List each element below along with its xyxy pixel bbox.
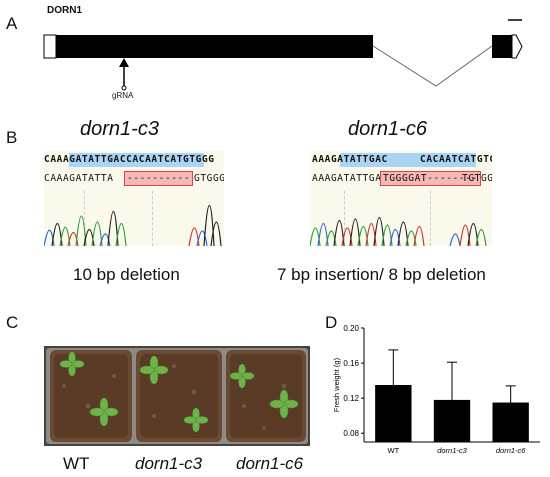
y-tick-label-1: 0.12 [343, 394, 359, 403]
panel-c-letter: C [6, 313, 19, 332]
x-tick-label-0: WT [387, 446, 399, 455]
y-tick-label-3: 0.20 [343, 324, 359, 333]
c3-mut-seq-left: CAAAGATATTA [44, 173, 114, 184]
label-wt: WT [63, 454, 90, 473]
pot-c3 [136, 350, 222, 442]
grna-label: gRNA [112, 91, 134, 100]
y-axis-label: Fresh weight (g) [332, 357, 341, 412]
pot-c6 [226, 350, 306, 442]
gene-model-diagram [43, 19, 523, 91]
c6-title: dorn1-c6 [348, 118, 427, 140]
c6-chromatogram-panel: AAAGATATTGAC CACAATCATGTGGC AAAGATATTGAC… [310, 151, 492, 246]
c6-ref-seq-left: AAAGATATTGAC [312, 154, 388, 165]
c6-mut-seq-left: AAAGATATTGAC [312, 173, 388, 184]
rosette-c3-2 [183, 407, 209, 433]
panel-b-letter: B [6, 128, 18, 147]
exon-2 [492, 35, 512, 58]
x-tick-label-2: dorn1-c6 [496, 446, 526, 455]
y-tick-label-0: 0.08 [343, 429, 359, 438]
intron-line [372, 45, 493, 87]
x-tick-label-1: dorn1-c3 [437, 446, 467, 455]
c3-chromatogram-panel: CAAAGATATTGACCACAATCATGTGGG CAAAGATATTA … [44, 151, 224, 246]
fresh-weight-chart: 0.08 0.12 0.16 0.20 Fresh weight (g) WT dorn1-… [332, 324, 540, 455]
c3-ref-highlight [69, 153, 204, 167]
c6-mut-seq-right: TGTGGC [462, 173, 492, 184]
c6-ref-seq-right: CACAATCATGTGGC [420, 154, 492, 165]
c6-indel-box: TGGGGAT-------- [380, 171, 481, 186]
panel-a-letter: A [6, 14, 18, 33]
y-tick-label-2: 0.16 [343, 359, 359, 368]
rosette-wt-2 [89, 397, 119, 427]
bar-0 [375, 385, 412, 442]
c3-ref-seq: CAAAGATATTGACCACAATCATGTGGG [44, 154, 215, 165]
label-c3: dorn1-c3 [135, 454, 203, 473]
panel-d-letter: D [325, 313, 338, 332]
bar-2 [492, 402, 529, 442]
rosette-c3-1 [139, 355, 169, 385]
c3-title: dorn1-c3 [80, 118, 159, 140]
utr-5prime [43, 34, 57, 59]
bar-1 [433, 399, 471, 442]
c6-ref-highlight [340, 153, 476, 167]
rosette-wt-1 [59, 351, 85, 377]
utr-3prime [511, 34, 523, 59]
c6-caption: 7 bp insertion/ 8 bp deletion [277, 265, 486, 284]
c3-deletion-box: ---------- [124, 171, 194, 186]
c3-chromatogram-trace [44, 205, 222, 246]
c6-chromatogram-trace [310, 217, 487, 246]
plant-photo [44, 346, 310, 446]
rosette-c6-1 [229, 363, 255, 389]
label-c6: dorn1-c6 [236, 454, 304, 473]
c3-caption: 10 bp deletion [73, 265, 180, 284]
c3-mut-seq-right: GTGGG [194, 173, 224, 184]
gene-name: DORN1 [47, 5, 83, 16]
rosette-c6-2 [269, 389, 299, 419]
exon-1 [56, 35, 373, 58]
